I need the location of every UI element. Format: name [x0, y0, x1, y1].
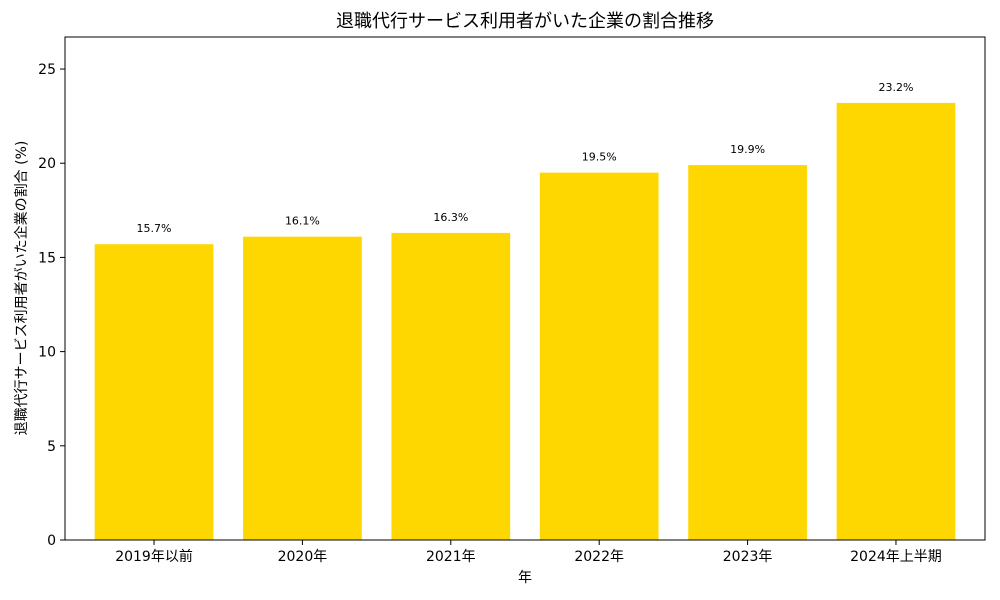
data-label-1: 16.1% — [285, 215, 320, 228]
x-tick-label-5: 2024年上半期 — [850, 549, 942, 565]
bar-2 — [391, 232, 511, 540]
data-labels-layer: 15.7% 16.1% 16.3% 19.5% 19.9% 23.2% — [137, 81, 914, 235]
bar-4 — [688, 165, 807, 541]
y-tick-label-1: 5 — [47, 439, 56, 455]
y-tick-label-4: 20 — [38, 156, 56, 172]
data-label-4: 19.9% — [730, 143, 765, 156]
x-axis-label: 年 — [518, 570, 532, 586]
bar-0 — [94, 244, 214, 541]
bars-layer — [94, 102, 956, 541]
y-tick-label-5: 25 — [38, 62, 56, 78]
bar-3 — [539, 172, 659, 540]
y-tick-label-2: 10 — [38, 345, 56, 361]
plot-area-frame — [64, 36, 986, 541]
chart-title: 退職代行サービス利用者がいた企業の割合推移 — [336, 11, 714, 32]
data-label-0: 15.7% — [137, 222, 172, 235]
y-tick-label-0: 0 — [47, 533, 56, 549]
axes-layer: 2019年以前 2020年 2021年 2022年 2023年 2024年上半期 0 5 10 1… — [38, 62, 942, 565]
y-tick-label-3: 15 — [38, 250, 56, 266]
bar-1 — [243, 236, 362, 541]
x-tick-label-0: 2019年以前 — [115, 548, 193, 565]
data-label-5: 23.2% — [878, 81, 913, 94]
data-label-3: 19.5% — [582, 151, 617, 164]
x-tick-label-2: 2021年 — [426, 549, 476, 565]
y-axis-label: 退職代行サービス利用者がいた企業の割合 (%) — [13, 141, 30, 436]
x-tick-label-1: 2020年 — [278, 549, 328, 565]
x-tick-label-4: 2023年 — [723, 549, 773, 565]
data-label-2: 16.3% — [433, 211, 468, 224]
bar-5 — [836, 102, 956, 540]
x-tick-label-3: 2022年 — [574, 549, 624, 565]
